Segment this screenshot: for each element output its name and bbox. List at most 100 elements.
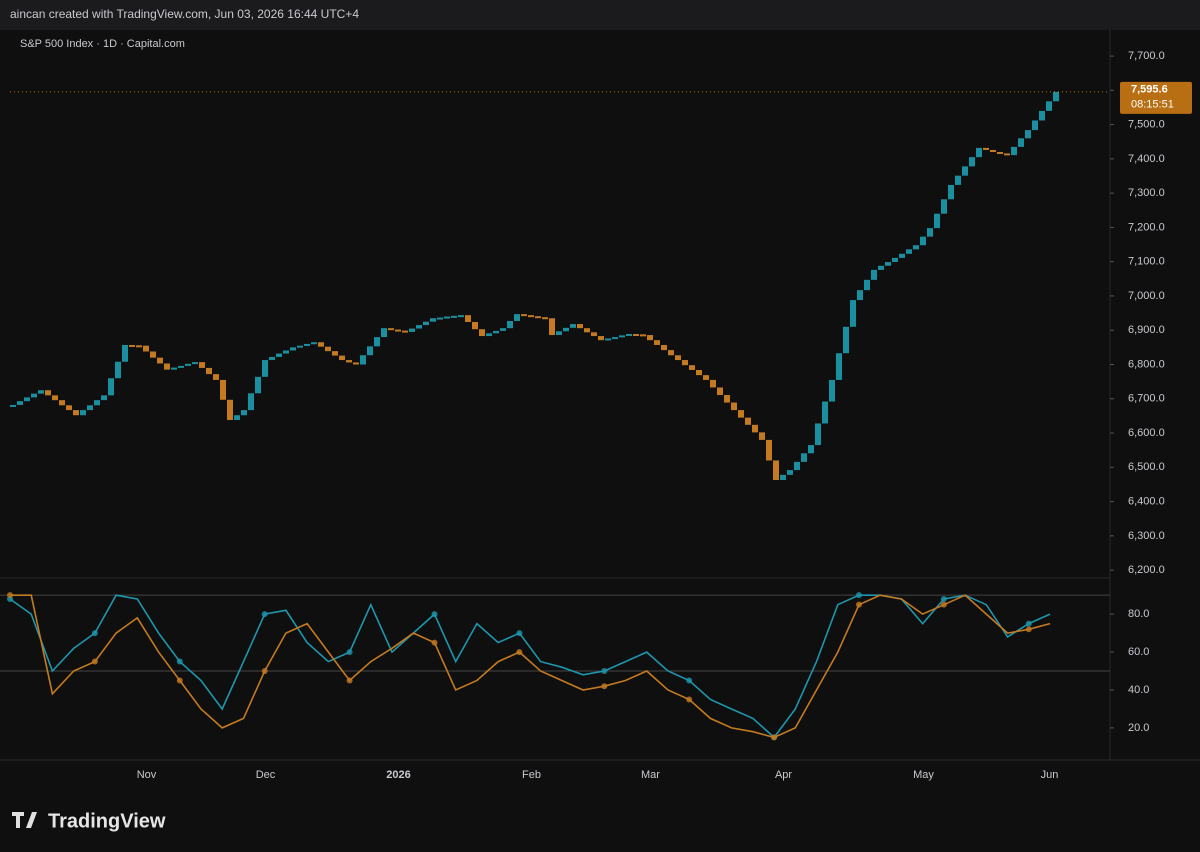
price-bar: [871, 269, 877, 280]
oscillator-dot: [7, 592, 13, 599]
price-bar: [458, 315, 464, 318]
price-bar: [451, 315, 457, 318]
price-bar: [283, 350, 289, 354]
x-tick-label: May: [913, 769, 934, 781]
price-bar: [521, 314, 527, 317]
price-bar: [206, 367, 212, 375]
price-bar: [157, 357, 163, 364]
price-bar: [227, 399, 233, 421]
price-bar: [668, 350, 674, 356]
price-bar: [325, 346, 331, 352]
price-bar: [619, 335, 625, 338]
logo-text: TradingView: [48, 810, 166, 832]
price-bar: [346, 360, 352, 363]
price-bar: [710, 379, 716, 388]
price-bar: [997, 152, 1003, 155]
price-bar: [654, 340, 660, 345]
price-bar: [626, 334, 632, 337]
price-bar: [1053, 91, 1059, 102]
price-bar: [990, 149, 996, 153]
price-bar: [192, 362, 198, 365]
price-bar: [738, 410, 744, 418]
price-bar: [556, 331, 562, 336]
price-bar: [409, 328, 415, 332]
price-bar: [332, 351, 338, 356]
x-tick-label: 2026: [386, 769, 410, 781]
oscillator-dot: [91, 630, 98, 637]
price-bar: [934, 213, 940, 229]
price-bar: [878, 265, 884, 270]
oscillator-dot: [431, 639, 438, 646]
oscillator-dot: [91, 658, 98, 665]
y-tick-label: 6,300.0: [1128, 530, 1165, 542]
oscillator-dot: [346, 649, 353, 656]
price-bar: [633, 334, 639, 337]
price-bar: [423, 321, 429, 326]
price-bar: [297, 345, 303, 348]
price-bar: [430, 318, 436, 322]
x-tick-label: Feb: [522, 769, 541, 781]
oscillator-dot: [516, 649, 523, 656]
y-tick-label: 7,000.0: [1128, 290, 1165, 302]
price-bar: [577, 324, 583, 329]
price-bar: [913, 245, 919, 250]
price-bar: [304, 343, 310, 346]
price-bar: [353, 362, 359, 365]
price-bar: [150, 351, 156, 358]
price-bar: [479, 329, 485, 337]
y-tick-label: 6,800.0: [1128, 358, 1165, 370]
oscillator-dot: [940, 595, 947, 602]
price-bar: [696, 369, 702, 376]
last-price-label: 7,595.6: [1131, 84, 1168, 96]
price-bar: [38, 390, 44, 394]
price-bar: [31, 393, 37, 398]
price-bar: [395, 329, 401, 332]
price-bar: [311, 342, 317, 345]
price-bar: [255, 376, 261, 394]
price-bar: [367, 346, 373, 356]
oscillator-dot: [601, 683, 608, 690]
price-bar: [178, 365, 184, 368]
y-tick-label: 7,400.0: [1128, 153, 1165, 165]
price-bar: [507, 320, 513, 329]
header-bar: [0, 0, 1200, 30]
oscillator-dot: [261, 611, 268, 618]
price-bar: [318, 342, 324, 347]
price-bar: [59, 400, 65, 406]
price-bar: [24, 397, 30, 402]
price-bar: [927, 228, 933, 237]
price-bar: [899, 253, 905, 258]
price-bar: [500, 328, 506, 331]
y-tick-label: 6,900.0: [1128, 324, 1165, 336]
price-bar: [136, 345, 142, 348]
price-bar: [472, 322, 478, 330]
price-bar: [339, 355, 345, 361]
price-bar: [1032, 120, 1038, 131]
price-bar: [941, 199, 947, 214]
y-tick-label: 6,400.0: [1128, 496, 1165, 508]
price-bar: [290, 347, 296, 351]
price-bar: [535, 316, 541, 319]
x-tick-label: Dec: [256, 769, 276, 781]
y-tick-label: 7,300.0: [1128, 187, 1165, 199]
header-text: aincan created with TradingView.com, Jun…: [10, 7, 359, 21]
price-bar: [675, 355, 681, 361]
price-bar: [640, 334, 646, 337]
price-bar: [220, 379, 226, 400]
price-bar: [892, 257, 898, 263]
price-bar: [199, 362, 205, 368]
price-bar: [514, 314, 520, 321]
price-bar: [388, 328, 394, 331]
price-bar: [493, 330, 499, 334]
y-tick-label: 6,500.0: [1128, 461, 1165, 473]
x-tick-label: Jun: [1041, 769, 1059, 781]
oscillator-dot: [771, 734, 778, 741]
y-tick-label: 6,600.0: [1128, 427, 1165, 439]
price-bar: [73, 410, 79, 416]
price-bar: [164, 363, 170, 370]
price-bar: [185, 363, 191, 366]
oscillator-dot: [940, 601, 947, 608]
price-bar: [444, 316, 450, 319]
price-bar: [773, 460, 779, 481]
